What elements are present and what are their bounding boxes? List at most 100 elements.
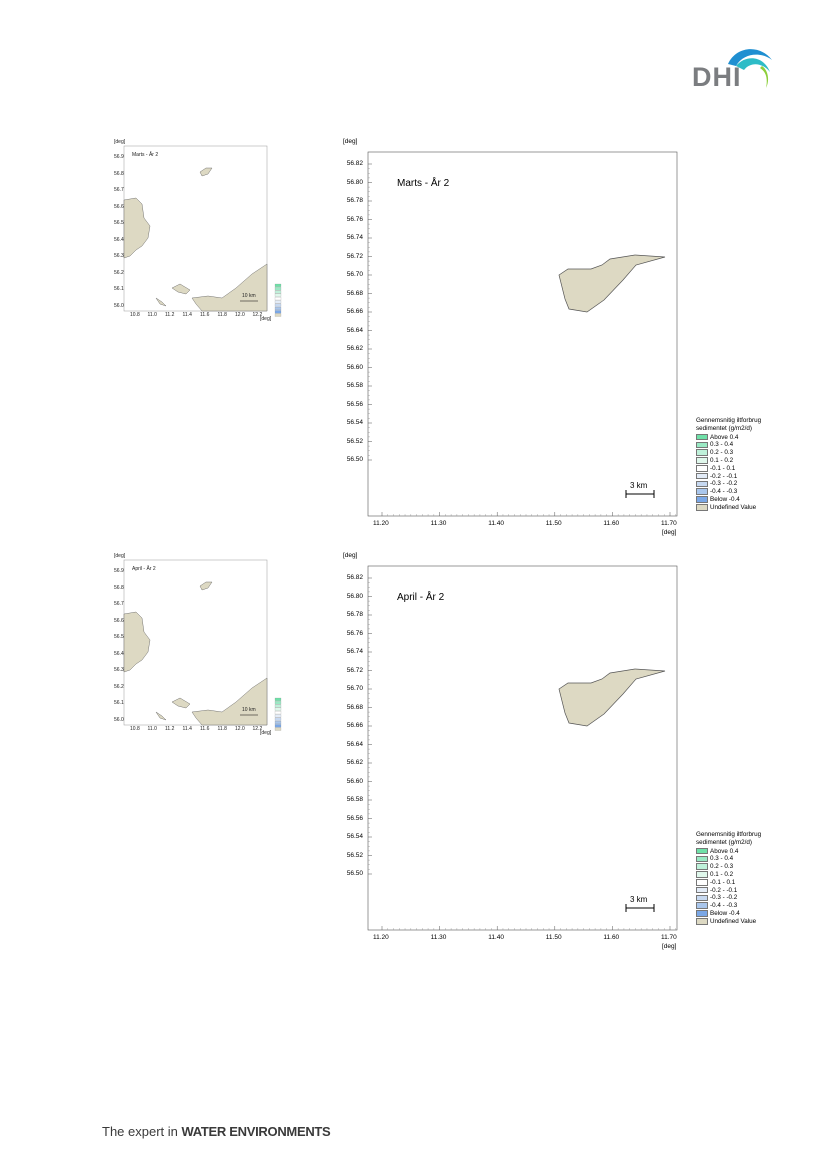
legend-item-label: 0.1 - 0.2 — [710, 870, 734, 878]
thumbnail-title: Marts - År 2 — [132, 152, 159, 158]
thumbnail-y-unit: [deg] — [114, 553, 126, 559]
thumbnail-x-tick: 11.6 — [200, 726, 210, 732]
thumbnail-y-tick: 56.4 — [114, 236, 124, 243]
legend-item: 0.3 - 0.4 — [696, 441, 806, 449]
thumbnail-x-tick: 11.2 — [165, 726, 175, 732]
thumbnail-x-tick: 12.0 — [235, 726, 245, 732]
legend-item-label: -0.4 - -0.3 — [710, 488, 738, 496]
thumbnail-x-tick: 11.0 — [147, 312, 157, 318]
footer-bold: WATER ENVIRONMENTS — [181, 1124, 331, 1139]
legend-swatch — [696, 863, 708, 870]
thumbnail-y-tick: 56.2 — [114, 269, 124, 276]
legend: Gennemsnitig iltforbrug sedimentet (g/m2/… — [696, 831, 806, 925]
thumbnail-x-tick: 11.8 — [217, 726, 227, 732]
y-tick-label: 56.64 — [346, 326, 363, 334]
legend-swatch — [696, 496, 708, 503]
thumbnail-y-tick: 56.1 — [114, 286, 124, 292]
overview-thumbnail: Marts - År 2 [deg] [deg] 10 km 56.9 56.8 56.7 5… — [112, 138, 302, 348]
y-tick-label: 56.58 — [346, 382, 363, 389]
thumbnail-y-tick: 56.3 — [114, 253, 124, 259]
thumbnail-x-tick: 11.4 — [182, 726, 192, 732]
y-tick-label: 56.70 — [346, 685, 363, 692]
island-polygon — [558, 668, 666, 727]
legend-item-label: -0.3 - -0.2 — [710, 894, 738, 902]
x-axis-unit: [deg] — [662, 943, 677, 950]
scale-bar — [625, 904, 655, 912]
thumbnail-y-tick: 56.4 — [114, 650, 124, 657]
legend-swatch — [696, 917, 708, 925]
legend-item-label: 0.3 - 0.4 — [710, 441, 734, 449]
legend-swatch — [696, 871, 708, 878]
legend-swatch — [696, 472, 708, 480]
y-tick-label: 56.80 — [346, 592, 363, 600]
thumbnail-y-tick: 56.2 — [114, 683, 124, 690]
legend-item-label: 0.3 - 0.4 — [710, 855, 734, 863]
footer-regular: The expert in — [102, 1124, 182, 1139]
legend-item: -0.2 - -0.1 — [696, 886, 806, 894]
y-tick-label: 56.78 — [346, 611, 363, 618]
thumbnail-x-tick: 12.2 — [252, 726, 263, 732]
legend-item-label: Undefined Value — [710, 503, 757, 511]
y-tick-label: 56.62 — [346, 345, 363, 352]
legend-item-label: -0.1 - 0.1 — [710, 464, 736, 472]
legend-item: -0.3 - -0.2 — [696, 480, 806, 488]
legend-item-label: 0.2 - 0.3 — [710, 863, 734, 871]
thumbnail-y-tick: 56.3 — [114, 667, 124, 673]
legend-item: 0.1 - 0.2 — [696, 457, 806, 465]
legend-item: 0.3 - 0.4 — [696, 855, 806, 863]
x-tick-label: 11.20 — [373, 934, 389, 941]
legend-item-label: Below -0.4 — [710, 495, 740, 503]
legend-item: -0.1 - 0.1 — [696, 464, 806, 472]
y-tick-label: 56.66 — [346, 722, 363, 729]
y-tick-label: 56.76 — [346, 629, 363, 637]
thumbnail-y-tick: 56.0 — [114, 302, 124, 309]
x-tick-label: 11.20 — [373, 520, 389, 527]
thumbnail-x-tick: 10.8 — [130, 726, 140, 732]
legend-item-label: 0.1 - 0.2 — [710, 456, 734, 464]
thumbnail-y-tick: 56.5 — [114, 220, 124, 226]
map-frame — [367, 151, 678, 517]
legend-item-label: -0.2 - -0.1 — [710, 472, 738, 480]
x-tick-label: 11.70 — [661, 520, 677, 527]
y-tick-label: 56.60 — [346, 777, 363, 785]
y-tick-label: 56.50 — [346, 870, 363, 877]
map-panel: 56.82 56.80 56.78 56.76 56.74 56.72 56.70 56.68… — [340, 138, 685, 544]
y-tick-label: 56.56 — [346, 400, 363, 408]
legend-item: Undefined Value — [696, 917, 806, 925]
y-tick-label: 56.50 — [346, 456, 363, 463]
y-tick-label: 56.60 — [346, 363, 363, 371]
thumbnail-y-tick: 56.9 — [114, 568, 124, 574]
thumbnail-y-tick: 56.5 — [114, 634, 124, 640]
legend-item: Above 0.4 — [696, 433, 806, 441]
y-axis-unit: [deg] — [343, 552, 358, 559]
legend-item-label: -0.2 - -0.1 — [710, 886, 738, 894]
thumbnail-y-tick: 56.0 — [114, 716, 124, 723]
y-tick-label: 56.72 — [346, 252, 363, 260]
y-tick-label: 56.80 — [346, 178, 363, 186]
scale-label: 3 km — [630, 895, 648, 904]
thumbnail-x-tick: 12.0 — [235, 312, 245, 318]
scale-bar — [625, 490, 655, 498]
thumbnail-x-tick: 11.6 — [200, 312, 210, 318]
legend-item-label: -0.4 - -0.3 — [710, 902, 738, 910]
y-tick-label: 56.52 — [346, 437, 363, 445]
legend-swatch — [696, 480, 708, 488]
y-tick-label: 56.74 — [346, 234, 363, 241]
y-axis-unit: [deg] — [343, 138, 358, 145]
legend-swatch — [696, 847, 708, 855]
dhi-logo: DHI — [688, 44, 778, 96]
x-tick-label: 11.40 — [488, 934, 504, 941]
x-tick-label: 11.60 — [603, 520, 620, 527]
thumbnail-x-tick: 12.2 — [252, 312, 263, 318]
x-tick-label: 11.30 — [430, 934, 447, 941]
y-tick-label: 56.72 — [346, 666, 363, 674]
thumbnail-y-tick: 56.7 — [114, 187, 124, 193]
dhi-wave-icon — [728, 49, 772, 88]
y-tick-label: 56.68 — [346, 703, 363, 711]
scale-label: 3 km — [630, 481, 648, 490]
thumbnail-y-tick: 56.9 — [114, 154, 124, 160]
thumbnail-x-tick: 11.2 — [165, 312, 175, 318]
thumbnail-y-unit: [deg] — [114, 139, 126, 145]
y-tick-label: 56.54 — [346, 833, 363, 840]
x-axis-unit: [deg] — [662, 529, 677, 536]
